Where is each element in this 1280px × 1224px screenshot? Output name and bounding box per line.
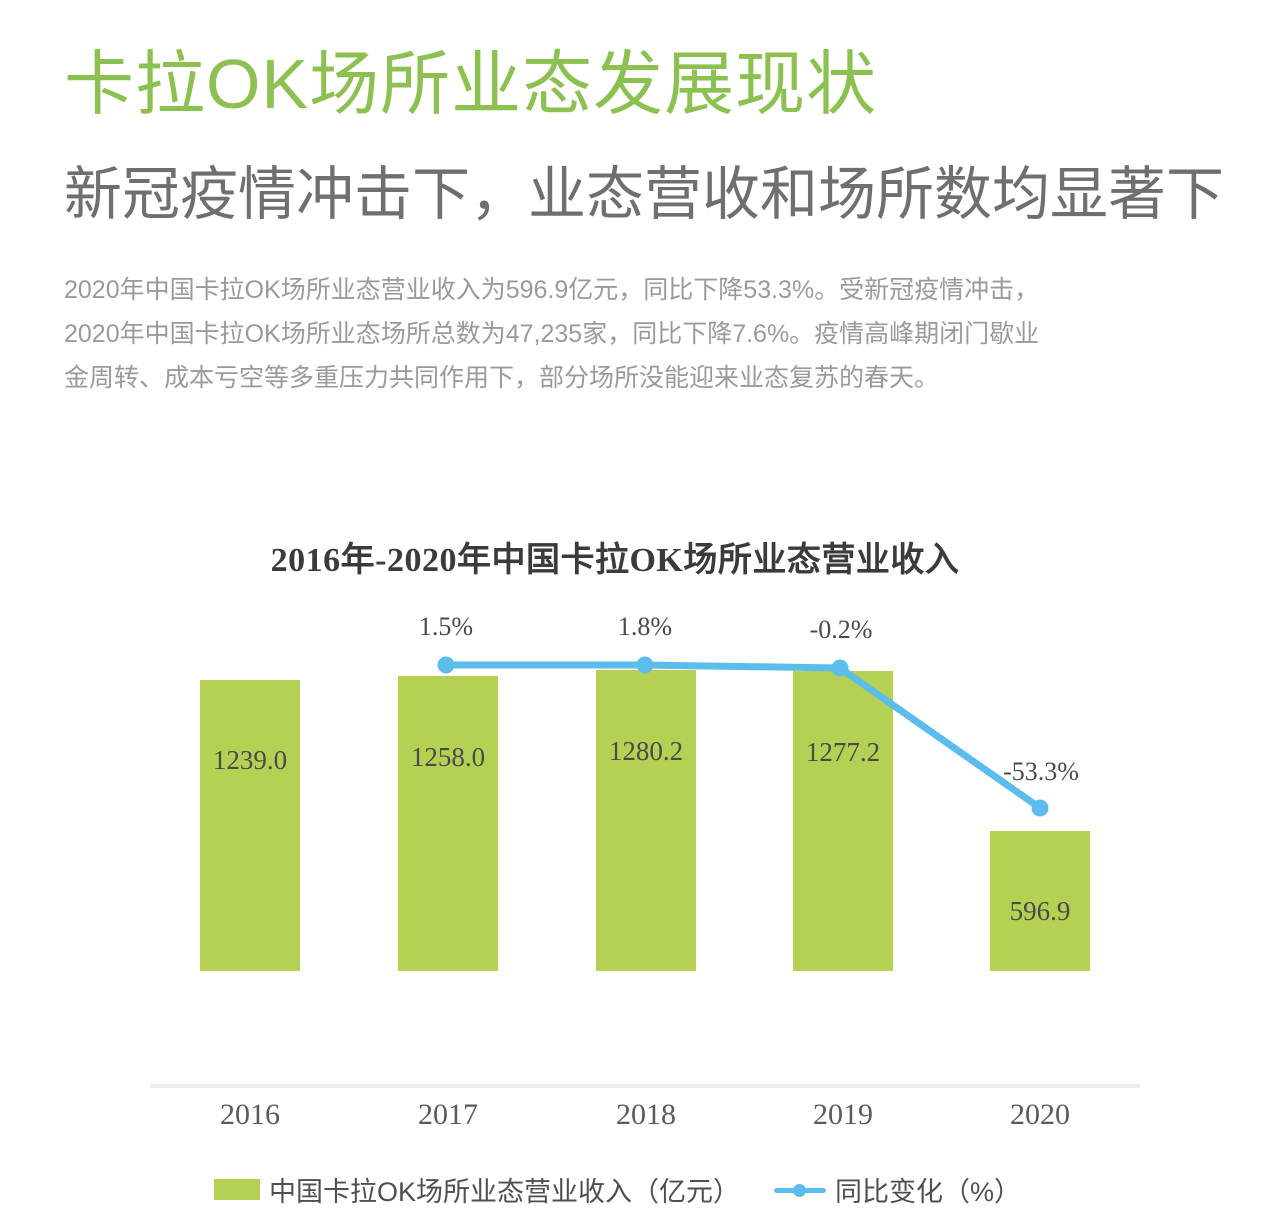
chart-title: 2016年-2020年中国卡拉OK场所业态营业收入 bbox=[270, 542, 960, 579]
bar-value-2019: 1277.2 bbox=[805, 737, 881, 767]
legend-bar-swatch-icon bbox=[213, 1179, 260, 1200]
chart-plot-area: 1239.0 1258.0 1280.2 1277.2 596.9 1.5% 1… bbox=[0, 470, 1280, 1131]
page-subtitle: 新冠疫情冲击下，业态营收和场所数均显著下 bbox=[64, 162, 1225, 227]
body-copy: 2020年中国卡拉OK场所业态营业收入为596.9亿元，同比下降53.3%。受新… bbox=[64, 272, 1280, 404]
x-label-2018: 2018 bbox=[616, 1098, 676, 1131]
line-value-2018: 1.8% bbox=[617, 612, 673, 641]
x-axis-line bbox=[150, 1084, 1140, 1088]
bar-value-2016: 1239.0 bbox=[212, 745, 288, 775]
legend-label-revenue: 中国卡拉OK场所业态营业收入（亿元） bbox=[268, 1177, 740, 1207]
body-paragraph-3: 金周转、成本亏空等多重压力共同作用下，部分场所没能迎来业态复苏的春天。 bbox=[64, 364, 940, 392]
bar-2019 bbox=[793, 671, 893, 971]
legend-item-revenue[interactable]: 中国卡拉OK场所业态营业收入（亿元） bbox=[213, 1170, 740, 1209]
revenue-chart: 2016年-2020年中国卡拉OK场所业态营业收入 1239.0 1258.0 … bbox=[0, 470, 1280, 1224]
line-value-2020: -53.3% bbox=[1003, 757, 1079, 786]
x-label-2019: 2019 bbox=[813, 1098, 873, 1131]
line-value-2019: -0.2% bbox=[809, 615, 873, 644]
bar-value-2017: 1258.0 bbox=[410, 742, 486, 772]
bar-2017 bbox=[398, 676, 498, 971]
body-paragraph-1: 2020年中国卡拉OK场所业态营业收入为596.9亿元，同比下降53.3%。受新… bbox=[64, 276, 1040, 304]
line-value-2017: 1.5% bbox=[418, 612, 474, 641]
x-label-2017: 2017 bbox=[418, 1098, 478, 1131]
bar-value-2018: 1280.2 bbox=[608, 736, 684, 766]
legend-label-yoy: 同比变化（%） bbox=[835, 1177, 1022, 1207]
bar-value-2020: 596.9 bbox=[1009, 896, 1071, 926]
legend-item-yoy[interactable]: 同比变化（%） bbox=[774, 1170, 1021, 1209]
chart-legend: 中国卡拉OK场所业态营业收入（亿元） 同比变化（%） bbox=[0, 1170, 1235, 1209]
x-label-2020: 2020 bbox=[1010, 1098, 1070, 1131]
legend-line-marker-icon bbox=[774, 1181, 826, 1199]
x-label-2016: 2016 bbox=[220, 1098, 280, 1131]
bar-2018 bbox=[596, 670, 696, 971]
page-title: 卡拉OK场所业态发展现状 bbox=[64, 45, 878, 123]
bar-2020 bbox=[990, 831, 1090, 971]
body-paragraph-2: 2020年中国卡拉OK场所业态场所总数为47,235家，同比下降7.6%。疫情高… bbox=[64, 320, 1040, 348]
bar-2016 bbox=[200, 680, 300, 971]
